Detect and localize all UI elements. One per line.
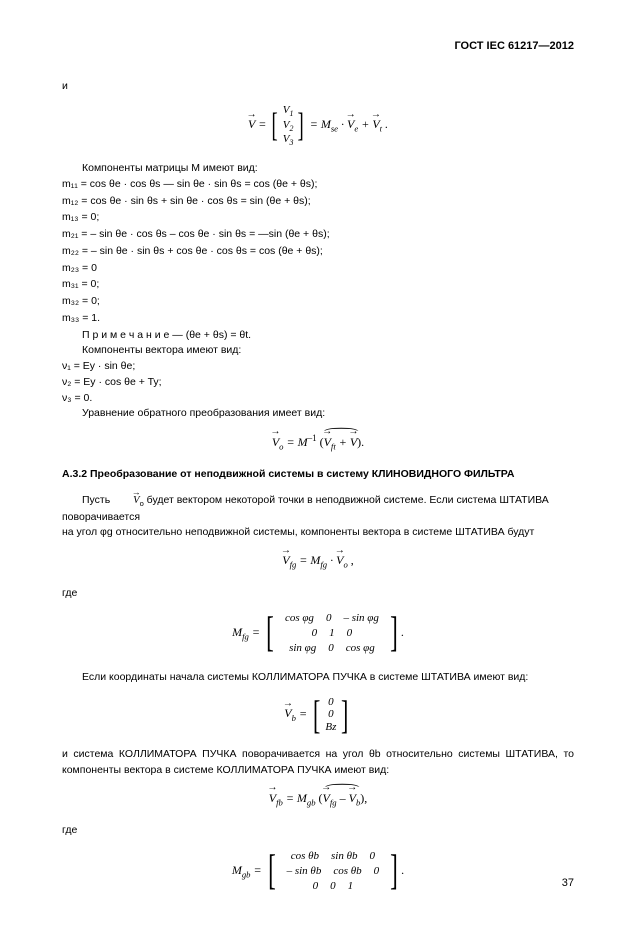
matrix-components: m₁₁ = cos θe · cos θs — sin θe · sin θs … — [62, 177, 574, 327]
para3: и система КОЛЛИМАТОРА ПУЧКА поворачивает… — [62, 747, 574, 779]
equation-vfb: Vfb = Mgb (Vfg – Vb), — [62, 789, 574, 809]
where2: где — [62, 823, 574, 839]
m31: m₃₁ = 0; — [62, 277, 574, 293]
matrix-mfg: Mfg = [ cos φg 0 – sin φg 0 1 0 sin φg 0… — [62, 611, 574, 656]
m11: m₁₁ = cos θe · cos θs — sin θe · sin θs … — [62, 177, 574, 193]
m13: m₁₃ = 0; — [62, 210, 574, 226]
document-standard-header: ГОСТ IEC 61217—2012 — [62, 38, 574, 55]
where1: где — [62, 586, 574, 602]
m22: m₂₂ = – sin θe · sin θs + cos θe · cos θ… — [62, 244, 574, 260]
page-content: ГОСТ IEC 61217—2012 и V = [ V1 V2 V3 ] =… — [0, 0, 630, 938]
page-number: 37 — [562, 877, 574, 889]
nu1: ν₁ = Ey · sin θe; — [62, 359, 574, 375]
para1c: на угол φg относительно неподвижной сист… — [62, 525, 574, 541]
matrix-components-intro: Компоненты матрицы М имеют вид: — [62, 161, 574, 177]
nu3: ν₃ = 0. — [62, 391, 574, 407]
inverse-intro: Уравнение обратного преобразования имеет… — [62, 406, 574, 422]
m23: m₂₃ = 0 — [62, 261, 574, 277]
equation-vfg: Vfg = Mfg · Vo , — [62, 551, 574, 571]
para1: Пусть Vo будет вектором некоторой точки … — [62, 493, 574, 525]
para2: Если координаты начала системы КОЛЛИМАТО… — [62, 670, 574, 686]
vector-components: ν₁ = Ey · sin θe; ν₂ = Ey · cos θe + Ty;… — [62, 359, 574, 406]
section-heading: А.3.2 Преобразование от неподвижной сист… — [62, 467, 574, 483]
m33: m₃₃ = 1. — [62, 311, 574, 327]
equation-v: V = [ V1 V2 V3 ] = Mse · Ve + Vt . — [62, 104, 574, 147]
m12: m₁₂ = cos θe · sin θs + sin θe · cos θs … — [62, 194, 574, 210]
equation-vb: Vb = [ 0 0 Bz ] — [62, 696, 574, 734]
m21: m₂₁ = – sin θe · cos θs – cos θe · sin θ… — [62, 227, 574, 243]
equation-inverse: Vo = M–1 (Vft + V). — [62, 432, 574, 453]
intro-and: и — [62, 79, 574, 95]
matrix-mgb: Mgb = [ cos θb sin θb 0 – sin θb cos θb … — [62, 849, 574, 894]
m32: m₃₂ = 0; — [62, 294, 574, 310]
note: П р и м е ч а н и е — (θe + θs) = θt. — [62, 328, 574, 344]
nu2: ν₂ = Ey · cos θe + Ty; — [62, 375, 574, 391]
vector-components-intro: Компоненты вектора имеют вид: — [62, 343, 574, 359]
